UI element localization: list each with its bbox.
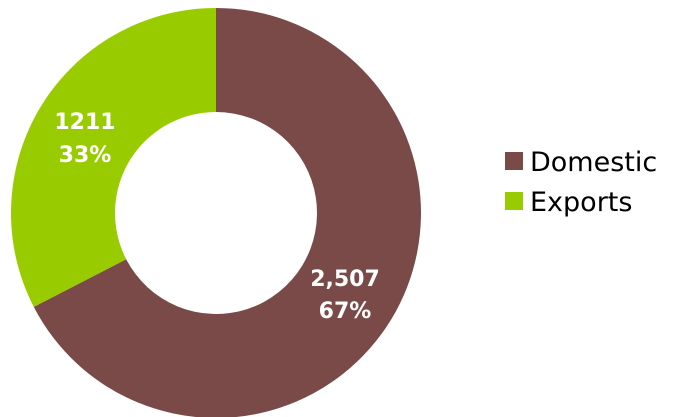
legend-swatch-domestic <box>505 152 523 170</box>
slice-exports <box>11 8 217 307</box>
slice-labels: 2,507 67% 1211 33% <box>54 110 379 324</box>
domestic-value-label: 2,507 <box>310 267 380 292</box>
exports-percent-label: 33% <box>59 143 112 168</box>
legend-label-exports: Exports <box>530 187 632 218</box>
legend: Domestic Exports <box>505 147 657 218</box>
exports-value-label: 1211 <box>54 110 115 135</box>
donut-slices <box>11 8 421 417</box>
legend-swatch-exports <box>505 192 523 210</box>
legend-label-domestic: Domestic <box>530 147 657 178</box>
slice-domestic <box>33 8 421 417</box>
domestic-percent-label: 67% <box>319 299 372 324</box>
